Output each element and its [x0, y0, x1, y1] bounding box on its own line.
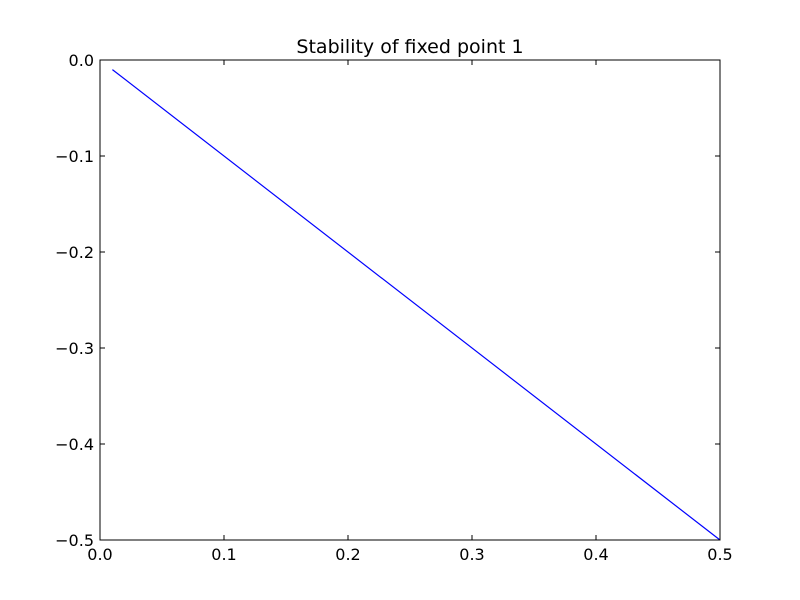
x-tick-label: 0.5 [707, 545, 732, 564]
y-tick-label: −0.2 [55, 243, 94, 262]
y-tick-label: −0.5 [55, 531, 94, 550]
y-tick-label: −0.1 [55, 147, 94, 166]
plot-frame [99, 59, 721, 541]
x-tick-label: 0.4 [583, 545, 608, 564]
series-line-0 [112, 69, 721, 541]
x-tick-label: 0.1 [211, 545, 236, 564]
series-layer [112, 69, 721, 541]
ticks-layer: 0.0 0.1 0.2 0.3 0.4 0.5 0.0 −0.1 −0.2 −0.3 −0.4 −0.… [55, 51, 733, 564]
x-tick-label: 0.0 [87, 545, 112, 564]
chart-title: Stability of fixed point 1 [296, 36, 523, 58]
y-tick-label: −0.4 [55, 435, 94, 454]
x-tick-label: 0.2 [335, 545, 360, 564]
y-tick-label: −0.3 [55, 339, 94, 358]
y-tick-label: 0.0 [69, 51, 94, 70]
x-tick-label: 0.3 [459, 545, 484, 564]
